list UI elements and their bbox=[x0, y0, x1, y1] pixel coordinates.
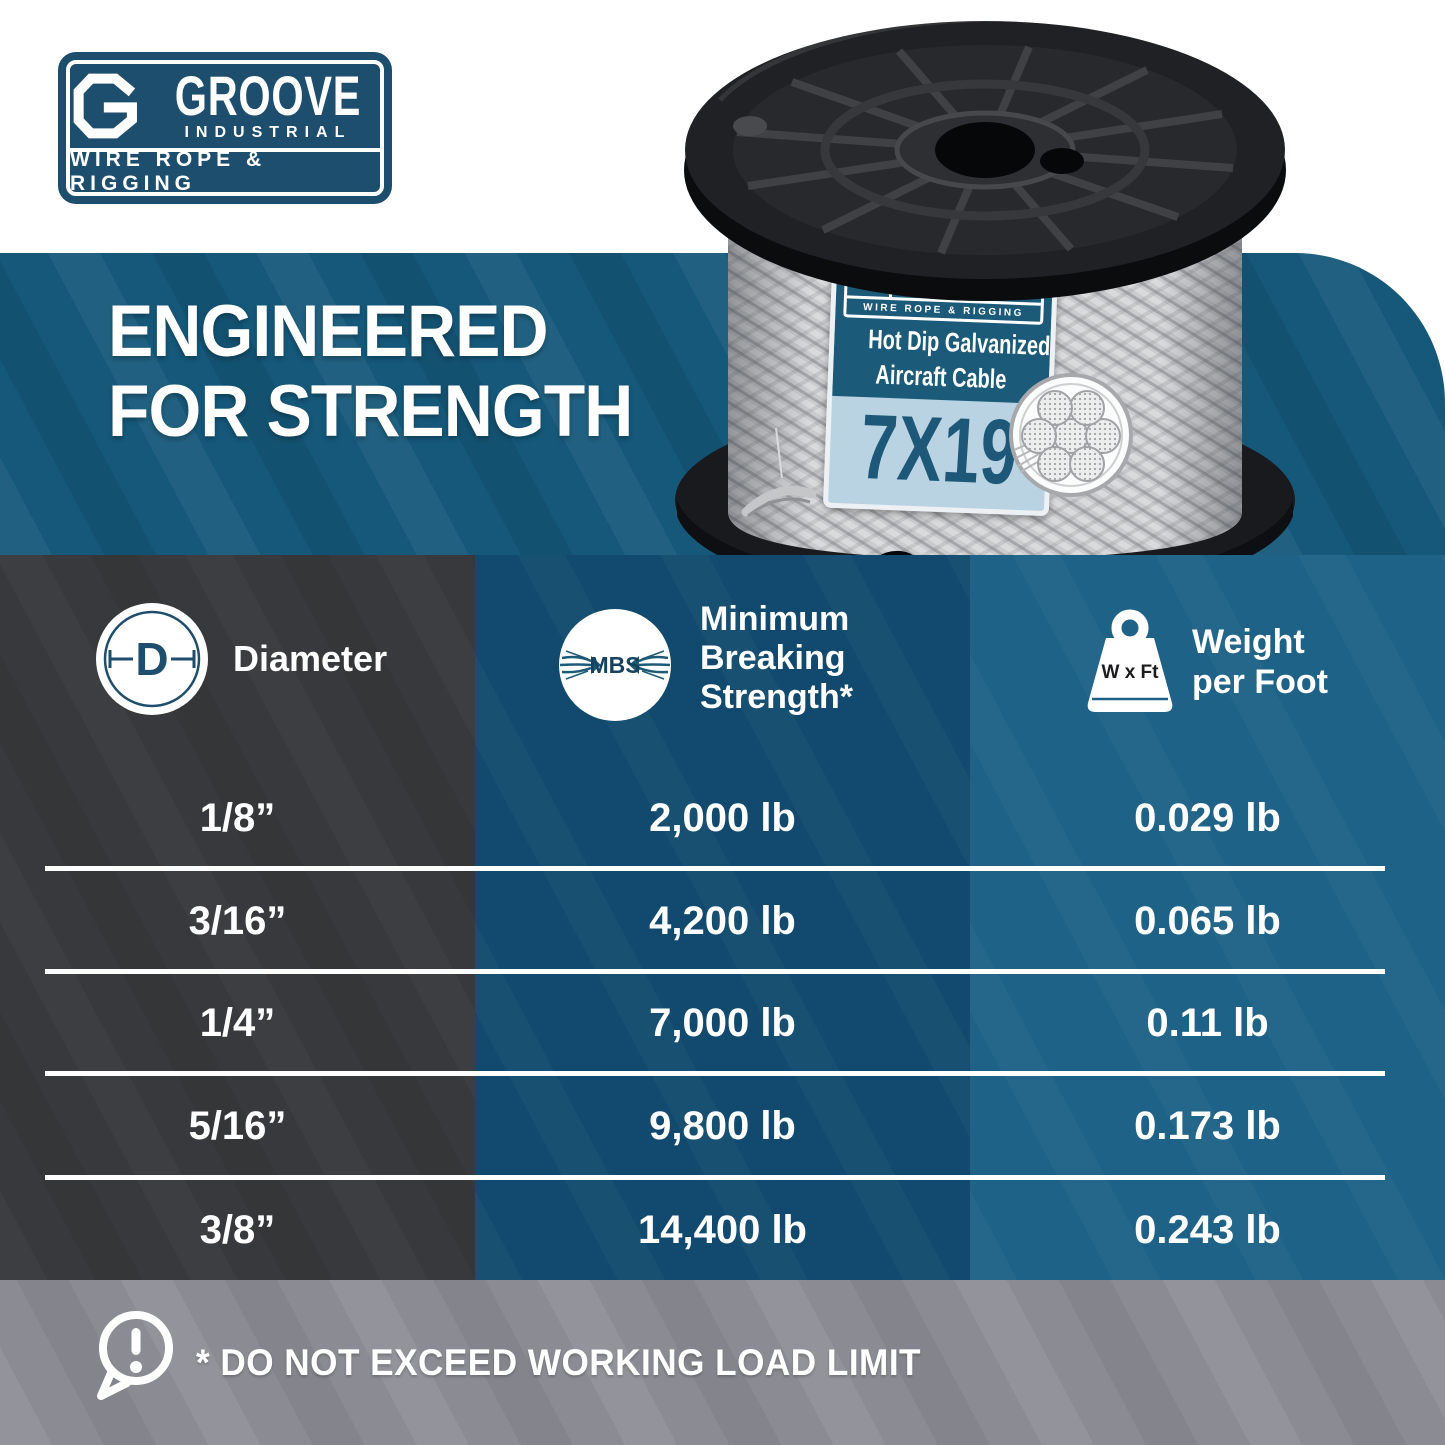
cable-cross-section-icon bbox=[1009, 373, 1133, 497]
diameter-value: 1/8” bbox=[199, 795, 276, 840]
weight-value: 0.243 lb bbox=[1134, 1207, 1281, 1252]
column-header-mbs: Minimum Breaking Strength* bbox=[700, 600, 853, 716]
page-title-line2: FOR STRENGTH bbox=[108, 371, 633, 452]
column-header-diameter: Diameter bbox=[233, 638, 388, 679]
mbs-value: 2,000 lb bbox=[649, 795, 796, 840]
cable-spool-photo: GROOVE INDUSTRIAL WIRE ROPE & RIGGING Ho… bbox=[640, 0, 1320, 640]
page-title-line1: ENGINEERED bbox=[108, 291, 549, 372]
groove-g-icon bbox=[70, 64, 142, 148]
spool-top-flange bbox=[684, 16, 1286, 301]
weight-value: 0.065 lb bbox=[1134, 898, 1281, 943]
mbs-value: 9,800 lb bbox=[649, 1103, 796, 1148]
brand-industry: INDUSTRIAL bbox=[184, 124, 352, 141]
table-row: 5/16” 9,800 lb 0.173 lb bbox=[0, 1076, 1445, 1176]
mbs-icon: MBS bbox=[559, 609, 671, 721]
weight-value: 0.173 lb bbox=[1134, 1103, 1281, 1148]
diameter-icon-letter: D bbox=[135, 633, 168, 685]
row-separator bbox=[45, 1071, 1385, 1076]
diameter-value: 3/8” bbox=[199, 1207, 276, 1252]
brand-logo-frame: GROOVE INDUSTRIAL WIRE ROPE & RIGGING bbox=[66, 60, 384, 196]
row-separator bbox=[45, 1175, 1385, 1180]
table-row: 3/16” 4,200 lb 0.065 lb bbox=[0, 871, 1445, 971]
column-band-weight bbox=[970, 555, 1445, 1280]
diameter-value: 1/4” bbox=[199, 1000, 276, 1045]
column-band-mbs bbox=[475, 555, 970, 1280]
brand-tagline: WIRE ROPE & RIGGING bbox=[70, 148, 267, 195]
column-header-weight: Weight per Foot bbox=[1192, 623, 1328, 701]
weight-value: 0.029 lb bbox=[1134, 795, 1281, 840]
mbs-icon-letters: MBS bbox=[589, 652, 640, 678]
table-row: 3/8” 14,400 lb 0.243 lb bbox=[0, 1180, 1445, 1280]
table-row: 1/8” 2,000 lb 0.029 lb bbox=[0, 768, 1445, 868]
weight-value: 0.11 lb bbox=[1146, 1000, 1269, 1045]
weight-icon-letters: W x Ft bbox=[1102, 662, 1160, 683]
footer-warning-bar bbox=[0, 1280, 1445, 1445]
page-title: ENGINEERED FOR STRENGTH bbox=[108, 291, 633, 452]
brand-logo: GROOVE INDUSTRIAL WIRE ROPE & RIGGING bbox=[58, 52, 392, 204]
row-separator bbox=[45, 969, 1385, 974]
mbs-value: 14,400 lb bbox=[637, 1207, 807, 1252]
mbs-value: 7,000 lb bbox=[649, 1000, 796, 1045]
working-load-warning: * DO NOT EXCEED WORKING LOAD LIMIT bbox=[196, 1341, 922, 1383]
diameter-value: 5/16” bbox=[188, 1103, 287, 1148]
row-separator bbox=[45, 866, 1385, 871]
weight-icon: W x Ft bbox=[1087, 609, 1173, 712]
table-row: 1/4” 7,000 lb 0.11 lb bbox=[0, 973, 1445, 1073]
alert-bubble-icon bbox=[97, 1311, 173, 1400]
column-band-diameter bbox=[0, 555, 475, 1280]
logo-divider bbox=[70, 148, 380, 152]
diameter-value: 3/16” bbox=[188, 898, 287, 943]
brand-name: GROOVE bbox=[174, 64, 362, 127]
mbs-value: 4,200 lb bbox=[649, 898, 796, 943]
diameter-icon: D bbox=[96, 603, 208, 715]
